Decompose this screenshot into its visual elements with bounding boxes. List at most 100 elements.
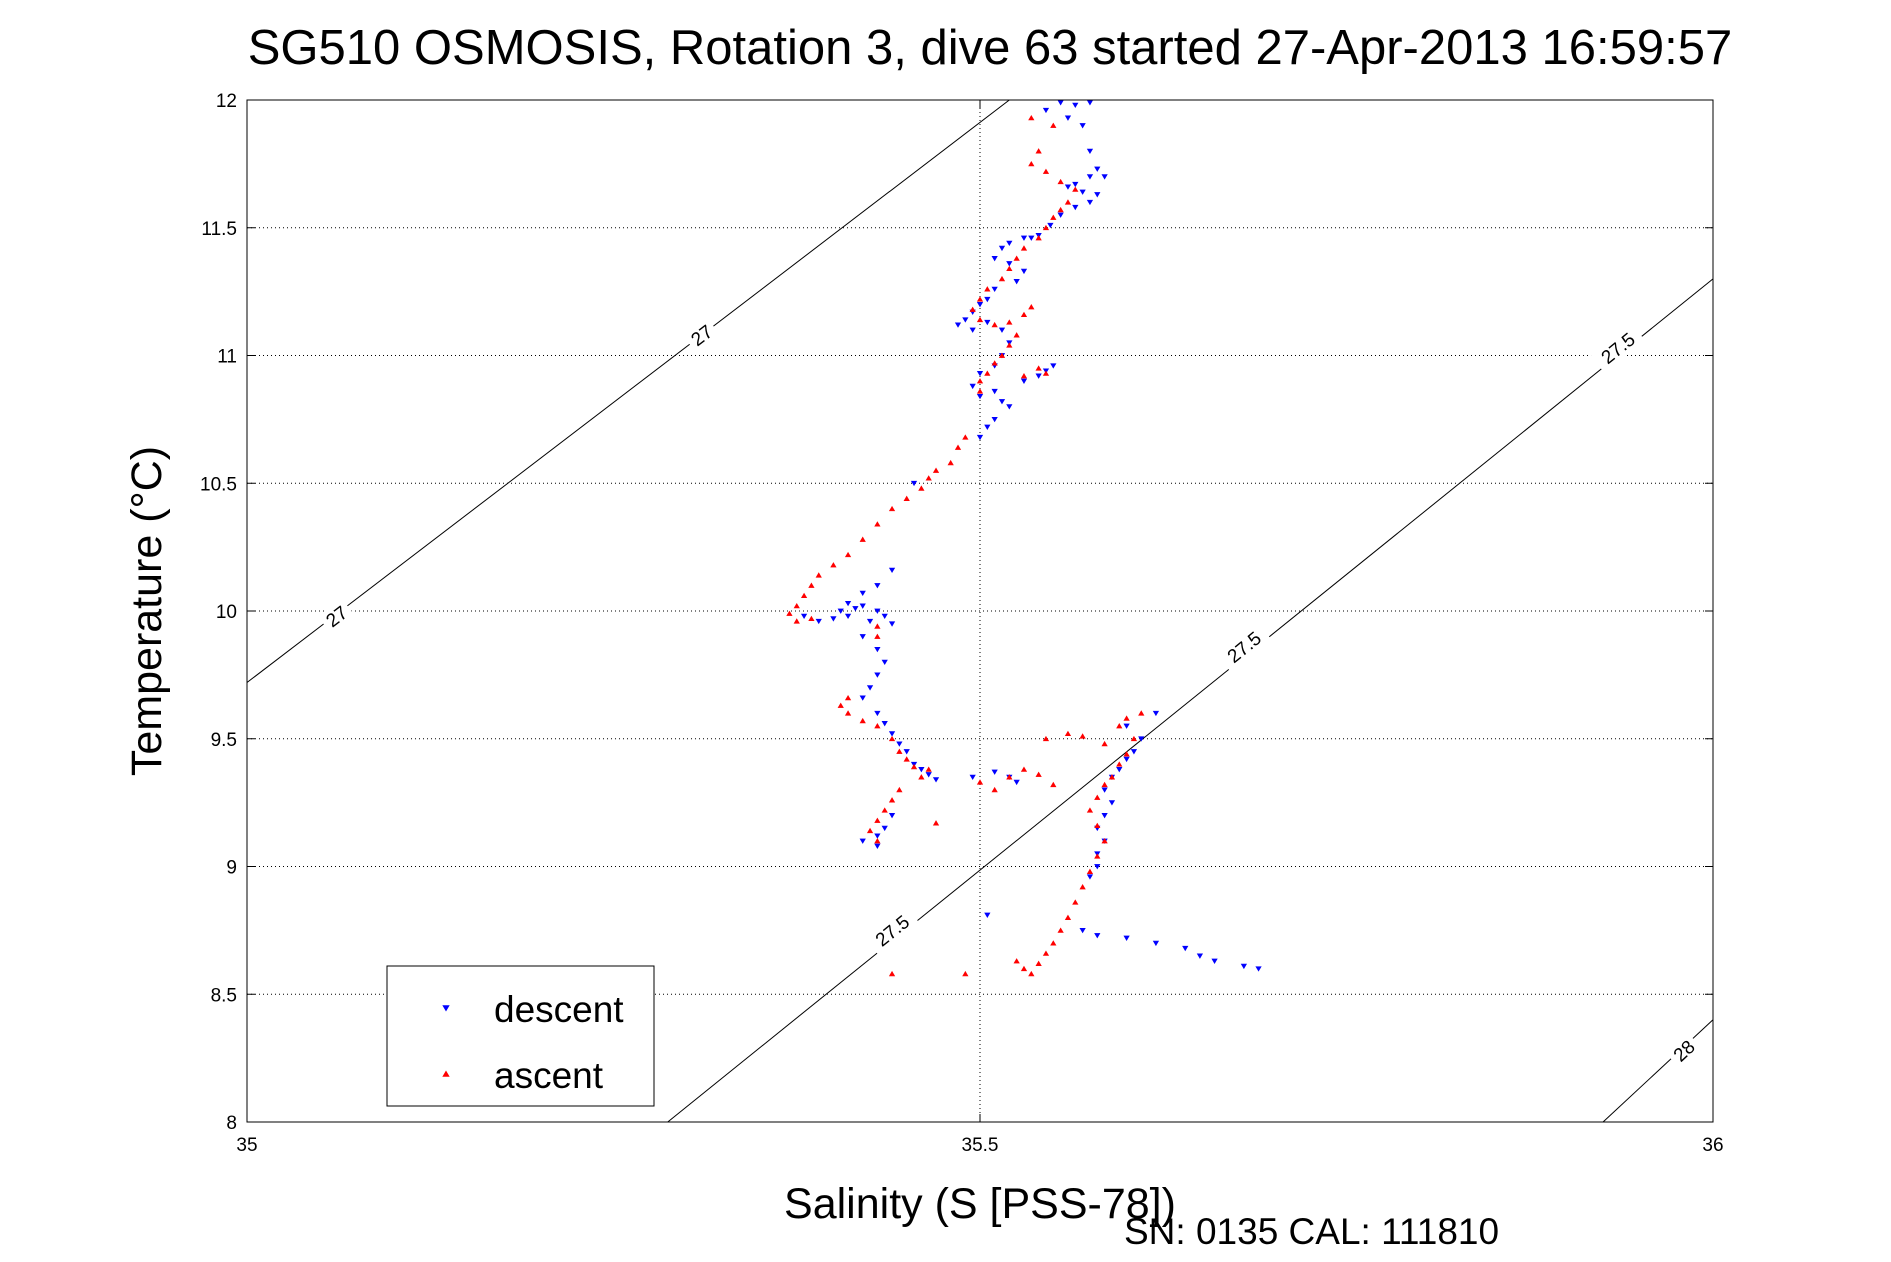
contour-label-background: [1665, 1032, 1703, 1069]
point-descent: [1072, 204, 1079, 211]
y-axis-label: Temperature (°C): [123, 446, 171, 776]
point-ascent: [888, 505, 896, 512]
point-ascent: [1042, 370, 1050, 376]
point-ascent: [925, 766, 932, 772]
point-descent: [1101, 813, 1108, 819]
point-descent: [1020, 235, 1028, 241]
point-ascent: [888, 797, 896, 803]
point-descent: [800, 613, 808, 620]
point-ascent: [808, 582, 815, 588]
point-descent: [1196, 953, 1204, 959]
point-ascent: [991, 321, 998, 328]
chart-title: SG510 OSMOSIS, Rotation 3, dive 63 start…: [248, 21, 1732, 75]
x-axis-label: Salinity (S [PSS-78]): [784, 1180, 1176, 1228]
point-descent: [896, 741, 903, 747]
point-ascent: [1094, 794, 1101, 800]
point-ascent: [998, 352, 1006, 358]
point-ascent: [1006, 319, 1013, 325]
point-ascent: [1020, 311, 1028, 318]
data-points: [786, 100, 1262, 977]
point-descent: [1050, 363, 1057, 369]
point-descent: [1047, 222, 1054, 229]
point-ascent: [793, 602, 800, 609]
x-tick-label: 36: [1702, 1135, 1723, 1156]
point-descent: [881, 613, 888, 620]
y-tick-label: 9.5: [211, 730, 237, 751]
point-ascent: [1020, 766, 1028, 772]
point-descent: [991, 256, 998, 262]
point-ascent: [808, 615, 815, 622]
point-ascent: [874, 633, 881, 639]
point-descent: [984, 319, 991, 326]
point-descent: [874, 843, 881, 849]
point-ascent: [1057, 206, 1064, 213]
point-descent: [837, 608, 844, 614]
point-descent: [874, 710, 881, 717]
y-axis-ticks: 8 8.5 9 9.5 10 10.5 11 11.5 12: [200, 91, 1713, 1134]
y-tick-label: 11.5: [201, 219, 237, 240]
point-ascent: [1028, 114, 1035, 121]
point-descent: [1057, 100, 1064, 106]
point-descent: [932, 777, 940, 783]
point-ascent: [800, 592, 808, 599]
point-descent: [1028, 235, 1035, 241]
point-descent: [998, 399, 1006, 405]
point-ascent: [998, 275, 1006, 282]
point-descent: [1123, 756, 1130, 763]
point-ascent: [1116, 761, 1123, 767]
point-ascent: [976, 779, 984, 785]
y-tick-label: 11: [217, 347, 237, 368]
point-descent: [954, 322, 962, 328]
point-ascent: [1035, 235, 1042, 241]
point-ascent: [1013, 255, 1020, 261]
point-descent: [969, 327, 976, 333]
point-ascent: [1042, 950, 1050, 956]
point-ascent: [896, 786, 903, 793]
point-ascent: [1042, 224, 1050, 231]
point-ascent: [932, 467, 940, 473]
point-descent: [918, 767, 925, 773]
point-descent: [991, 286, 998, 293]
point-descent: [1020, 378, 1028, 384]
legend-label-descent: descent: [494, 989, 624, 1030]
point-ascent: [1094, 822, 1101, 829]
density-contours: [246, 99, 1714, 1123]
point-descent: [998, 245, 1006, 252]
point-descent: [1123, 723, 1130, 729]
point-descent: [969, 383, 976, 390]
point-descent: [991, 416, 998, 423]
point-ascent: [984, 286, 991, 292]
x-axis-ticks: 35 35.5 36: [236, 100, 1724, 1156]
point-ascent: [925, 475, 932, 481]
point-ascent: [976, 296, 984, 302]
point-descent: [1086, 199, 1094, 206]
point-ascent: [866, 827, 874, 834]
y-tick-label: 12: [216, 91, 237, 112]
contour-label-background: [1590, 322, 1645, 373]
density-contour-27: [246, 99, 1010, 683]
point-descent: [1064, 115, 1072, 121]
point-descent: [888, 621, 896, 627]
point-ascent: [1013, 958, 1020, 964]
point-ascent: [874, 623, 881, 629]
point-ascent: [874, 723, 881, 729]
point-ascent: [1028, 970, 1035, 977]
point-descent: [1138, 736, 1145, 742]
point-ascent: [1101, 838, 1108, 844]
contour-label-background: [1216, 621, 1272, 672]
point-descent: [815, 618, 822, 625]
point-descent: [1006, 404, 1013, 410]
point-descent: [976, 434, 984, 441]
point-ascent: [1116, 723, 1123, 729]
point-descent: [1094, 933, 1101, 939]
point-descent: [1240, 963, 1248, 970]
point-ascent: [1042, 168, 1050, 174]
density-contour-28: [1602, 1019, 1714, 1123]
point-ascent: [976, 388, 984, 394]
point-ascent: [888, 735, 896, 742]
point-ascent: [815, 572, 822, 578]
point-descent: [888, 813, 896, 819]
point-ascent: [1086, 868, 1094, 874]
point-descent: [1086, 874, 1094, 880]
point-descent: [1006, 240, 1013, 247]
